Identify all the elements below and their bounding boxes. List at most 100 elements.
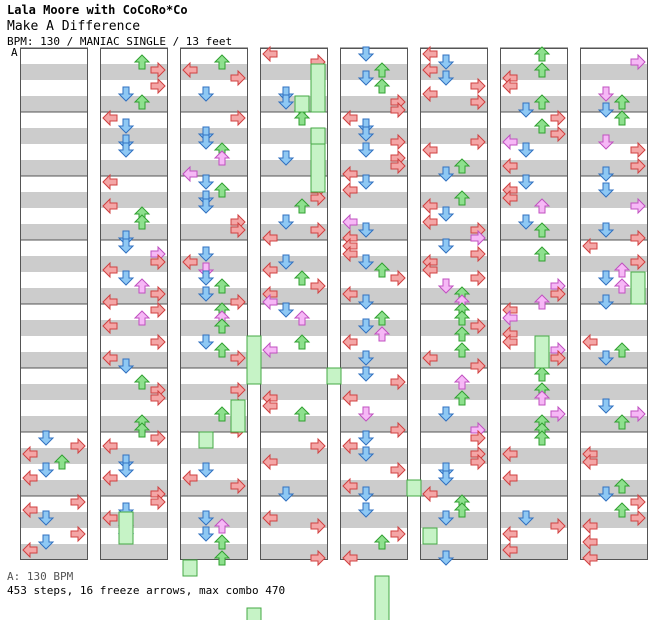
step-arrow-down xyxy=(357,294,375,310)
song-title: Make A Difference xyxy=(7,19,141,34)
step-arrow-down xyxy=(357,430,375,446)
step-arrow-left xyxy=(422,261,438,279)
step-arrow-left xyxy=(342,389,358,407)
step-arrow-right xyxy=(470,317,486,335)
beat-band xyxy=(580,64,648,80)
step-arrow-down xyxy=(357,486,375,502)
step-arrow-left xyxy=(102,509,118,527)
step-arrow-down xyxy=(517,102,535,118)
step-arrow-up xyxy=(293,334,311,350)
chart-column xyxy=(180,48,248,560)
freeze-arrow xyxy=(246,607,262,620)
step-arrow-down xyxy=(357,126,375,142)
beat-band xyxy=(100,448,168,464)
step-arrow-right xyxy=(150,253,166,271)
step-arrow-left xyxy=(422,485,438,503)
step-arrow-left xyxy=(342,109,358,127)
step-arrow-down xyxy=(357,350,375,366)
step-arrow-left xyxy=(102,469,118,487)
chart-column xyxy=(580,48,648,560)
step-arrow-left xyxy=(22,445,38,463)
step-arrow-down xyxy=(357,222,375,238)
step-arrow-right xyxy=(630,405,646,423)
freeze-arrow xyxy=(534,335,550,369)
step-arrow-up xyxy=(533,46,551,62)
chart-column xyxy=(500,48,568,560)
beat-band xyxy=(500,480,568,496)
bpm-legend: A: 130 BPM xyxy=(7,570,74,583)
step-arrow-down xyxy=(517,214,535,230)
step-arrow-left xyxy=(262,341,278,359)
step-arrow-left xyxy=(262,261,278,279)
step-arrow-right xyxy=(550,405,566,423)
step-arrow-down xyxy=(517,174,535,190)
freeze-arrow xyxy=(406,479,422,497)
beat-band xyxy=(580,384,648,400)
freeze-arrow xyxy=(630,271,646,305)
step-arrow-down xyxy=(37,534,55,550)
step-arrow-right xyxy=(630,229,646,247)
beat-band xyxy=(180,128,248,144)
step-arrow-right xyxy=(630,141,646,159)
beat-band xyxy=(260,480,328,496)
step-arrow-down xyxy=(597,270,615,286)
step-arrow-right xyxy=(390,101,406,119)
step-arrow-left xyxy=(22,541,38,559)
beat-band xyxy=(420,544,488,560)
step-arrow-up xyxy=(533,198,551,214)
step-arrow-down xyxy=(197,462,215,478)
beat-band xyxy=(20,352,88,368)
step-arrow-up xyxy=(293,310,311,326)
beat-band xyxy=(500,224,568,240)
step-arrow-up xyxy=(613,502,631,518)
step-arrow-down xyxy=(357,254,375,270)
chart-column xyxy=(260,48,328,560)
step-arrow-right xyxy=(630,157,646,175)
step-arrow-down xyxy=(597,182,615,198)
step-arrow-right xyxy=(470,229,486,247)
step-arrow-right xyxy=(70,437,86,455)
step-arrow-left xyxy=(102,109,118,127)
step-arrow-down xyxy=(357,70,375,86)
step-arrow-left xyxy=(342,165,358,183)
freeze-arrow xyxy=(422,527,438,545)
step-arrow-up xyxy=(533,430,551,446)
beat-band xyxy=(260,416,328,432)
step-arrow-left xyxy=(102,349,118,367)
beat-band xyxy=(260,320,328,336)
step-arrow-right xyxy=(70,525,86,543)
step-arrow-left xyxy=(502,309,518,327)
step-arrow-left xyxy=(102,437,118,455)
step-arrow-down xyxy=(597,86,615,102)
step-arrow-up xyxy=(133,214,151,230)
step-arrow-up xyxy=(533,246,551,262)
step-arrow-right xyxy=(390,373,406,391)
step-arrow-down xyxy=(437,166,455,182)
step-arrow-left xyxy=(502,469,518,487)
step-arrow-left xyxy=(182,469,198,487)
step-arrow-right xyxy=(150,333,166,351)
step-arrow-up xyxy=(453,374,471,390)
step-arrow-down xyxy=(117,118,135,134)
beat-band xyxy=(20,416,88,432)
step-arrow-down xyxy=(517,510,535,526)
step-arrow-down xyxy=(117,238,135,254)
step-arrow-down xyxy=(197,86,215,102)
step-arrow-left xyxy=(502,77,518,95)
step-arrow-left xyxy=(102,317,118,335)
beat-band xyxy=(20,288,88,304)
step-arrow-down xyxy=(437,470,455,486)
step-arrow-down xyxy=(357,502,375,518)
step-arrow-down xyxy=(117,358,135,374)
step-arrow-right xyxy=(150,77,166,95)
freeze-arrow xyxy=(310,63,326,113)
step-arrow-up xyxy=(613,278,631,294)
beat-band xyxy=(100,128,168,144)
beat-band xyxy=(420,512,488,528)
step-arrow-up xyxy=(133,422,151,438)
beat-band xyxy=(180,320,248,336)
step-arrow-right xyxy=(390,461,406,479)
step-arrow-up xyxy=(133,54,151,70)
step-arrow-up xyxy=(293,270,311,286)
